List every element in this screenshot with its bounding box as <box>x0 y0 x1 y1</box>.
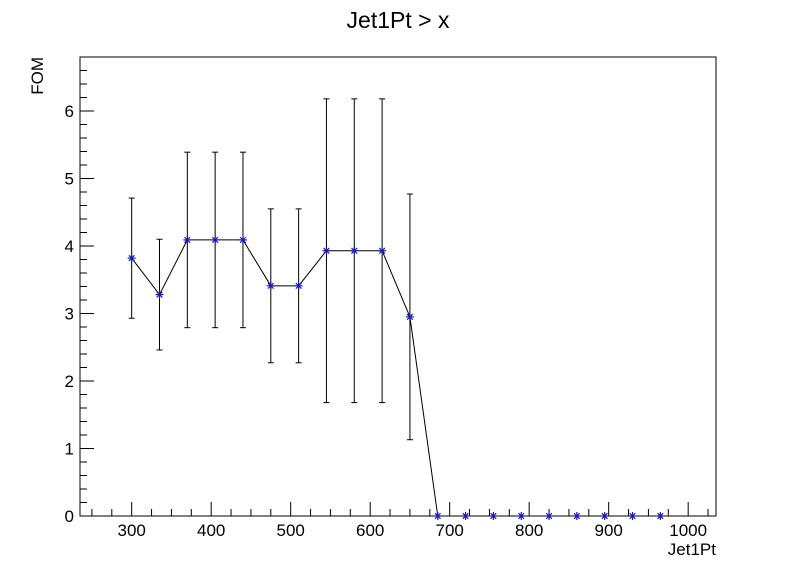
y-tick-label: 6 <box>65 102 74 121</box>
y-tick-label: 1 <box>65 440 74 459</box>
x-tick-label: 500 <box>276 521 304 540</box>
data-point <box>572 512 581 520</box>
data-point <box>461 512 470 520</box>
x-axis: 300 400 500 600 700 800 900 1000 <box>91 502 709 540</box>
x-axis-label: Jet1Pt <box>668 540 716 559</box>
data-point <box>405 312 414 321</box>
data-point <box>294 281 303 290</box>
data-layer <box>127 98 665 520</box>
data-point <box>378 246 387 255</box>
data-point <box>517 512 526 520</box>
data-point <box>545 512 554 520</box>
x-tick-label: 800 <box>515 521 543 540</box>
data-point <box>433 512 442 520</box>
data-point <box>656 512 665 520</box>
y-axis-label: FOM <box>28 57 47 95</box>
data-point <box>489 512 498 520</box>
x-tick-label: 700 <box>435 521 463 540</box>
data-point <box>238 235 247 244</box>
series-line <box>131 239 661 517</box>
data-point <box>350 246 359 255</box>
chart-title: Jet1Pt > x <box>347 7 450 33</box>
data-point <box>322 246 331 255</box>
data-point <box>155 290 164 299</box>
data-point <box>600 512 609 520</box>
y-tick-label: 4 <box>65 237 74 256</box>
data-point <box>183 235 192 244</box>
data-point <box>266 281 275 290</box>
plot-frame <box>79 56 717 517</box>
data-point <box>628 512 637 520</box>
x-tick-label: 300 <box>117 521 145 540</box>
y-tick-label: 3 <box>65 305 74 324</box>
data-point <box>211 235 220 244</box>
data-point <box>127 254 136 263</box>
y-tick-label: 5 <box>65 170 74 189</box>
x-tick-label: 900 <box>594 521 622 540</box>
x-tick-label: 400 <box>197 521 225 540</box>
x-tick-label: 600 <box>356 521 384 540</box>
y-tick-label: 2 <box>65 372 74 391</box>
x-tick-label: 1000 <box>669 521 707 540</box>
y-tick-label: 0 <box>65 507 74 526</box>
y-axis: 0 1 2 3 4 5 6 <box>65 56 94 526</box>
